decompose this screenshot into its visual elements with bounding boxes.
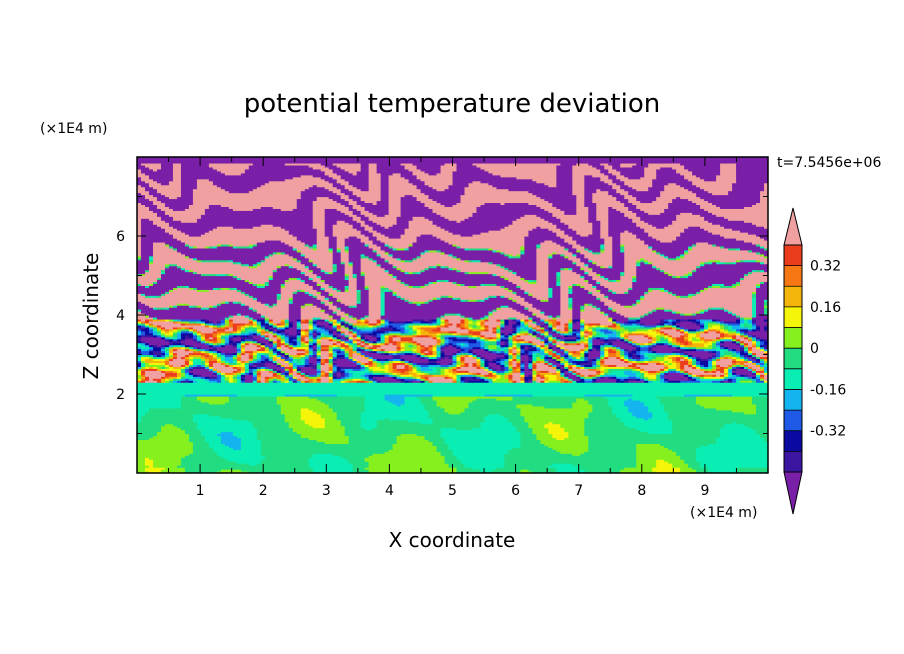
chart-title: potential temperature deviation xyxy=(244,89,660,119)
plot-area xyxy=(137,157,769,474)
y-unit-label: (×1E4 m) xyxy=(40,121,107,137)
time-label: t=7.5456e+06 xyxy=(777,155,881,171)
